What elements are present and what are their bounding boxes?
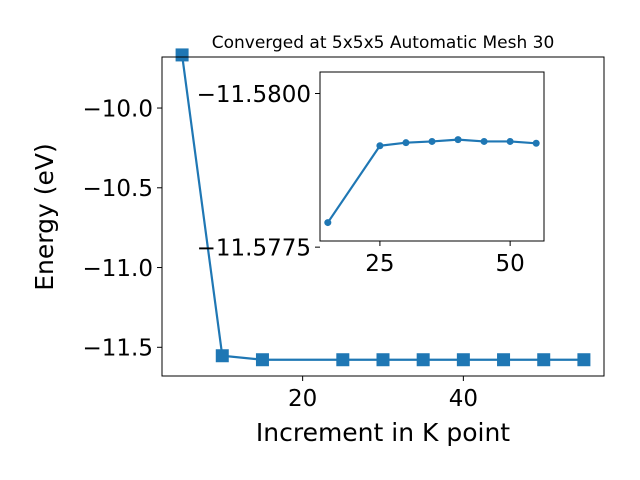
inset-axes: 25 50 −11.5775 −11.5800 bbox=[197, 71, 545, 277]
main-data-point bbox=[175, 48, 189, 62]
inset-data-point bbox=[532, 139, 540, 147]
x-axis-label: Increment in K point bbox=[256, 418, 510, 447]
main-data-point bbox=[497, 353, 511, 367]
inset-y-ticks: −11.5775 −11.5800 bbox=[197, 82, 320, 261]
main-x-tick-label: 40 bbox=[449, 386, 478, 412]
inset-data-point bbox=[324, 219, 332, 227]
inset-x-ticks: 25 50 bbox=[365, 241, 525, 277]
main-plot-area bbox=[175, 48, 591, 367]
inset-data-point bbox=[402, 139, 410, 147]
inset-axes-frame bbox=[319, 71, 545, 242]
main-y-tick-label: −11.5 bbox=[83, 336, 153, 362]
main-series-line bbox=[180, 54, 584, 361]
inset-series-line bbox=[326, 138, 537, 224]
main-y-tick-label: −10.5 bbox=[83, 176, 153, 202]
inset-plot-area bbox=[324, 136, 540, 227]
inset-y-tick-label: −11.5775 bbox=[197, 235, 311, 261]
main-axes: Converged at 5x5x5 Automatic Mesh 30 20 4… bbox=[30, 33, 605, 447]
main-x-ticks: 20 40 bbox=[288, 376, 478, 412]
main-y-tick-label: −11.0 bbox=[83, 256, 153, 282]
inset-data-point bbox=[428, 137, 436, 145]
inset-data-point bbox=[480, 137, 488, 145]
inset-x-tick-label: 50 bbox=[495, 251, 524, 277]
main-data-point bbox=[577, 353, 591, 367]
y-axis-label: Energy (eV) bbox=[30, 143, 59, 290]
inset-x-tick-label: 25 bbox=[365, 251, 394, 277]
inset-y-tick-label: −11.5800 bbox=[197, 82, 311, 108]
inset-data-point bbox=[506, 137, 514, 145]
main-data-point bbox=[336, 353, 350, 367]
main-y-tick-label: −10.0 bbox=[83, 96, 153, 122]
main-data-point bbox=[537, 353, 551, 367]
main-y-ticks: −11.5 −11.0 −10.5 −10.0 bbox=[83, 96, 162, 362]
inset-data-point bbox=[376, 142, 384, 150]
main-x-tick-label: 20 bbox=[288, 386, 317, 412]
inset-data-point bbox=[454, 136, 462, 144]
main-data-point bbox=[255, 353, 269, 367]
main-axes-frame bbox=[161, 56, 605, 377]
main-data-point bbox=[456, 353, 470, 367]
chart-title: Converged at 5x5x5 Automatic Mesh 30 bbox=[212, 33, 555, 53]
main-data-point bbox=[376, 353, 390, 367]
main-data-point bbox=[215, 349, 229, 363]
main-data-point bbox=[416, 353, 430, 367]
inset-background bbox=[320, 72, 544, 241]
